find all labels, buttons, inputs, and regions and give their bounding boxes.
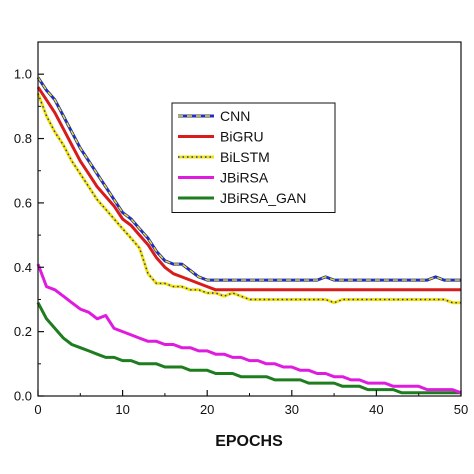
series-line-cnn <box>36 76 461 282</box>
y-tick-label: 0.0 <box>14 389 32 404</box>
y-tick-label: 0.2 <box>14 324 32 339</box>
x-tick-label: 20 <box>200 402 214 417</box>
x-tick-label: 40 <box>369 402 383 417</box>
x-tick-label: 10 <box>115 402 129 417</box>
series-line-jbirsa <box>36 263 462 395</box>
series-layer <box>36 76 462 395</box>
series-line-jbirsa-gan <box>36 301 461 395</box>
y-tick-label: 0.6 <box>14 195 32 210</box>
y-tick-label: 0.8 <box>14 131 32 146</box>
legend-label-cnn: CNN <box>220 108 250 124</box>
y-tick-label: 0.4 <box>14 260 32 275</box>
legend: CNN BiGRU BiLSTM JBiRSA JBiRSA_GAN <box>171 102 336 213</box>
x-tick-label: 0 <box>34 402 41 417</box>
plot-frame <box>37 41 462 397</box>
legend-label-bilstm: BiLSTM <box>220 149 270 165</box>
legend-label-jbirsa: JBiRSA <box>220 170 269 186</box>
legend-label-bigru: BiGRU <box>220 129 264 145</box>
y-tick-label: 1.0 <box>14 67 32 82</box>
series-line-bigru <box>36 86 461 292</box>
x-axis-label: EPOCHS <box>215 433 283 450</box>
x-tick-label: 50 <box>454 402 468 417</box>
x-tick-label: 30 <box>285 402 299 417</box>
series-line-bilstm <box>36 92 461 305</box>
axes-layer: 0 10 20 30 40 50 0.0 0.2 0.4 0.6 0.8 1.0 <box>14 41 468 417</box>
legend-label-jbirsa-gan: JBiRSA_GAN <box>220 190 306 206</box>
